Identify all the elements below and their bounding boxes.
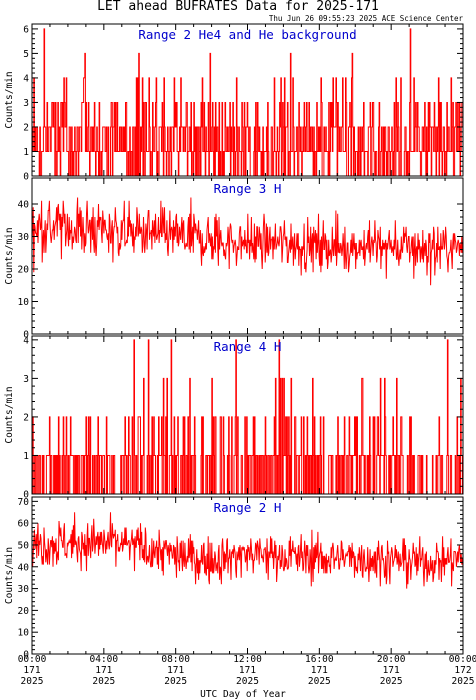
plot-frame <box>31 496 464 655</box>
panel-label: Range 2 H <box>214 500 282 515</box>
x-axis-label: UTC Day of Year <box>200 689 286 700</box>
y-tick-label: 50 <box>18 540 30 551</box>
x-tick-label: 171 <box>167 665 184 676</box>
panel-3: 0 1 2 3 4 Range 4 H Counts/min <box>4 335 464 501</box>
panel-label: Range 4 H <box>214 339 282 354</box>
x-tick-label: 171 <box>239 665 256 676</box>
x-tick-label: 2025 <box>164 676 187 687</box>
y-tick-label: 0 <box>23 650 29 661</box>
y-tick-label: 3 <box>23 98 29 109</box>
y-tick-label: 6 <box>23 24 29 35</box>
x-tick-label: 20:00 <box>377 654 406 665</box>
x-tick-label: 2025 <box>236 676 259 687</box>
y-tick-label: 60 <box>18 519 30 530</box>
panel-1: 0 1 2 3 4 5 6 Range 2 He4 and He background Coun… <box>4 23 464 183</box>
panel-4: 0 10 20 30 40 50 60 70 Range 2 H Counts/min <box>4 496 464 661</box>
y-tick-label: 3 <box>23 374 29 385</box>
y-tick-label: 4 <box>23 335 29 346</box>
y-tick-label: 70 <box>18 497 30 508</box>
series-line <box>32 28 464 177</box>
y-tick-label: 0 <box>23 330 29 341</box>
x-tick-label: 171 <box>311 665 328 676</box>
y-tick-label: 40 <box>18 200 30 211</box>
y-tick-label: 0 <box>23 490 29 501</box>
series-line <box>31 197 464 286</box>
y-tick-label: 1 <box>23 451 29 462</box>
x-tick-label: 00:00 <box>18 654 47 665</box>
y-tick-label: 40 <box>18 562 30 573</box>
plot-frame <box>31 23 464 177</box>
x-tick-label: 171 <box>383 665 400 676</box>
y-tick-label: 30 <box>18 584 30 595</box>
x-tick-label: 171 <box>95 665 112 676</box>
y-tick-label: 2 <box>23 122 29 133</box>
x-axis: 00:00171202504:00171202508:00171202512:0… <box>18 654 476 687</box>
x-tick-label: 2025 <box>92 676 115 687</box>
x-tick-label: 12:00 <box>233 654 262 665</box>
y-tick-label: 20 <box>18 606 30 617</box>
y-axis-label: Counts/min <box>4 547 15 604</box>
y-tick-label: 10 <box>18 297 30 308</box>
y-axis-label: Counts/min <box>4 71 15 128</box>
y-tick-label: 0 <box>23 172 29 183</box>
x-tick-label: 171 <box>23 665 40 676</box>
x-tick-label: 2025 <box>380 676 403 687</box>
chart-title: LET ahead BUFRATES Data for 2025-171 <box>97 0 379 14</box>
y-axis-label: Counts/min <box>4 227 15 284</box>
y-tick-label: 10 <box>18 628 30 639</box>
x-tick-label: 00:00 <box>449 654 476 665</box>
y-axis-label: Counts/min <box>4 386 15 443</box>
panel-label: Range 2 He4 and He background <box>138 27 356 42</box>
y-tick-label: 1 <box>23 147 29 158</box>
panel-2: 0 10 20 30 40 Range 3 H Counts/min <box>4 177 464 341</box>
x-tick-label: 2025 <box>308 676 331 687</box>
y-tick-label: 2 <box>23 412 29 423</box>
timestamp: Thu Jun 26 09:55:23 2025 ACE Science Cen… <box>269 14 464 23</box>
x-tick-label: 04:00 <box>90 654 119 665</box>
panels: 0 1 2 3 4 5 6 Range 2 He4 and He background Coun… <box>4 23 464 661</box>
y-tick-label: 4 <box>23 73 29 84</box>
x-tick-label: 16:00 <box>305 654 334 665</box>
series-line <box>31 512 464 589</box>
y-tick-label: 5 <box>23 49 29 60</box>
x-tick-label: 172 <box>454 665 471 676</box>
y-tick-label: 20 <box>18 265 30 276</box>
y-tick-label: 30 <box>18 232 30 243</box>
panel-label: Range 3 H <box>214 181 282 196</box>
series-line <box>32 339 463 495</box>
x-tick-label: 08:00 <box>161 654 190 665</box>
x-tick-label: 2025 <box>452 676 475 687</box>
x-tick-label: 2025 <box>21 676 44 687</box>
